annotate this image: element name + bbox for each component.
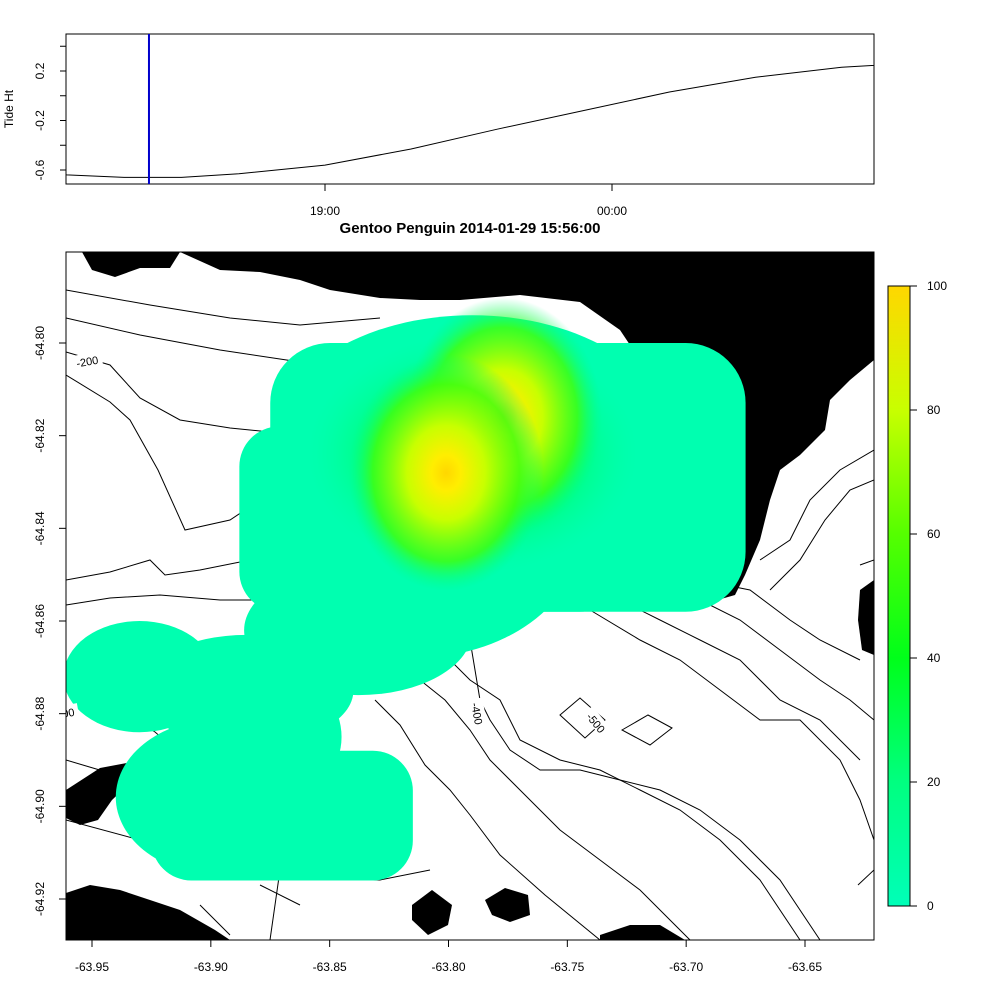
contour-label-bg — [66, 703, 80, 722]
tide-x-tick-label: 19:00 — [310, 204, 340, 218]
tide-y-tick-label: 0.2 — [33, 62, 47, 79]
colorbar-tick-label: 100 — [927, 279, 947, 293]
map-x-tick-label: -63.90 — [194, 960, 228, 974]
density-hotspot — [348, 354, 544, 591]
contour-label-bg — [71, 351, 103, 370]
map-y-tick-label: -64.84 — [33, 511, 47, 545]
land-south — [600, 925, 685, 940]
density-surface — [66, 297, 746, 881]
contour-label: -400 — [468, 702, 484, 726]
tide-x-axis: 19:00 00:00 — [310, 184, 627, 218]
map-x-tick-label: -63.85 — [313, 960, 347, 974]
map-y-tick-label: -64.90 — [33, 789, 47, 823]
map-x-axis: -63.95 -63.90 -63.85 -63.80 -63.75 -63.70 -63.… — [75, 940, 822, 974]
contour-label: -100 — [52, 707, 76, 723]
contour-label-bg — [582, 706, 612, 738]
map-panel: -200-100 -400 -500 -63.95 -63.90 -63.85 -63.8… — [33, 251, 875, 974]
map-y-tick-label: -64.88 — [33, 696, 47, 730]
density-region — [151, 750, 413, 881]
colorbar-gradient — [887, 285, 911, 907]
map-y-tick-label: -64.82 — [33, 418, 47, 452]
land-east-islet — [858, 580, 874, 655]
colorbar-tick-label: 60 — [927, 527, 941, 541]
tide-y-axis: -0.6 -0.2 0.2 — [33, 45, 66, 180]
land-islet-4 — [485, 888, 530, 922]
contour-label-bg — [469, 697, 488, 730]
map-y-tick-label: -64.92 — [33, 882, 47, 916]
map-y-axis: -64.92 -64.90 -64.88 -64.86 -64.84 -64.82 -64.… — [33, 326, 66, 916]
colorbar: 0 20 40 60 80 100 — [887, 279, 947, 913]
map-x-tick-label: -63.65 — [788, 960, 822, 974]
map-x-tick-label: -63.75 — [550, 960, 584, 974]
map-x-tick-label: -63.95 — [75, 960, 109, 974]
map-y-tick-label: -64.80 — [33, 326, 47, 360]
tide-x-tick-label: 00:00 — [597, 204, 627, 218]
map-plot-frame — [65, 251, 875, 941]
map-y-tick-label: -64.86 — [33, 604, 47, 638]
colorbar-axis: 0 20 40 60 80 100 — [910, 279, 947, 913]
colorbar-tick-label: 20 — [927, 775, 941, 789]
land-north-west — [82, 252, 180, 277]
tide-y-axis-label: Tide Ht — [2, 89, 16, 128]
land-southwest — [66, 885, 230, 940]
colorbar-tick-label: 40 — [927, 651, 941, 665]
land-islet-3 — [412, 890, 452, 935]
land-west-rock — [66, 762, 133, 825]
map-x-tick-label: -63.80 — [431, 960, 465, 974]
map-x-tick-label: -63.70 — [669, 960, 703, 974]
colorbar-tick-label: 0 — [927, 899, 934, 913]
contour-label: -200 — [76, 355, 100, 371]
tide-y-tick-label: -0.6 — [33, 159, 47, 180]
colorbar-tick-label: 80 — [927, 403, 941, 417]
tide-plot-frame — [65, 33, 875, 185]
tide-panel: -0.6 -0.2 0.2 19:00 00:00 Tide Ht — [2, 33, 875, 218]
tide-y-tick-label: -0.2 — [33, 110, 47, 131]
tide-height-line — [66, 64, 874, 178]
map-title: Gentoo Penguin 2014-01-29 15:56:00 — [340, 220, 601, 237]
